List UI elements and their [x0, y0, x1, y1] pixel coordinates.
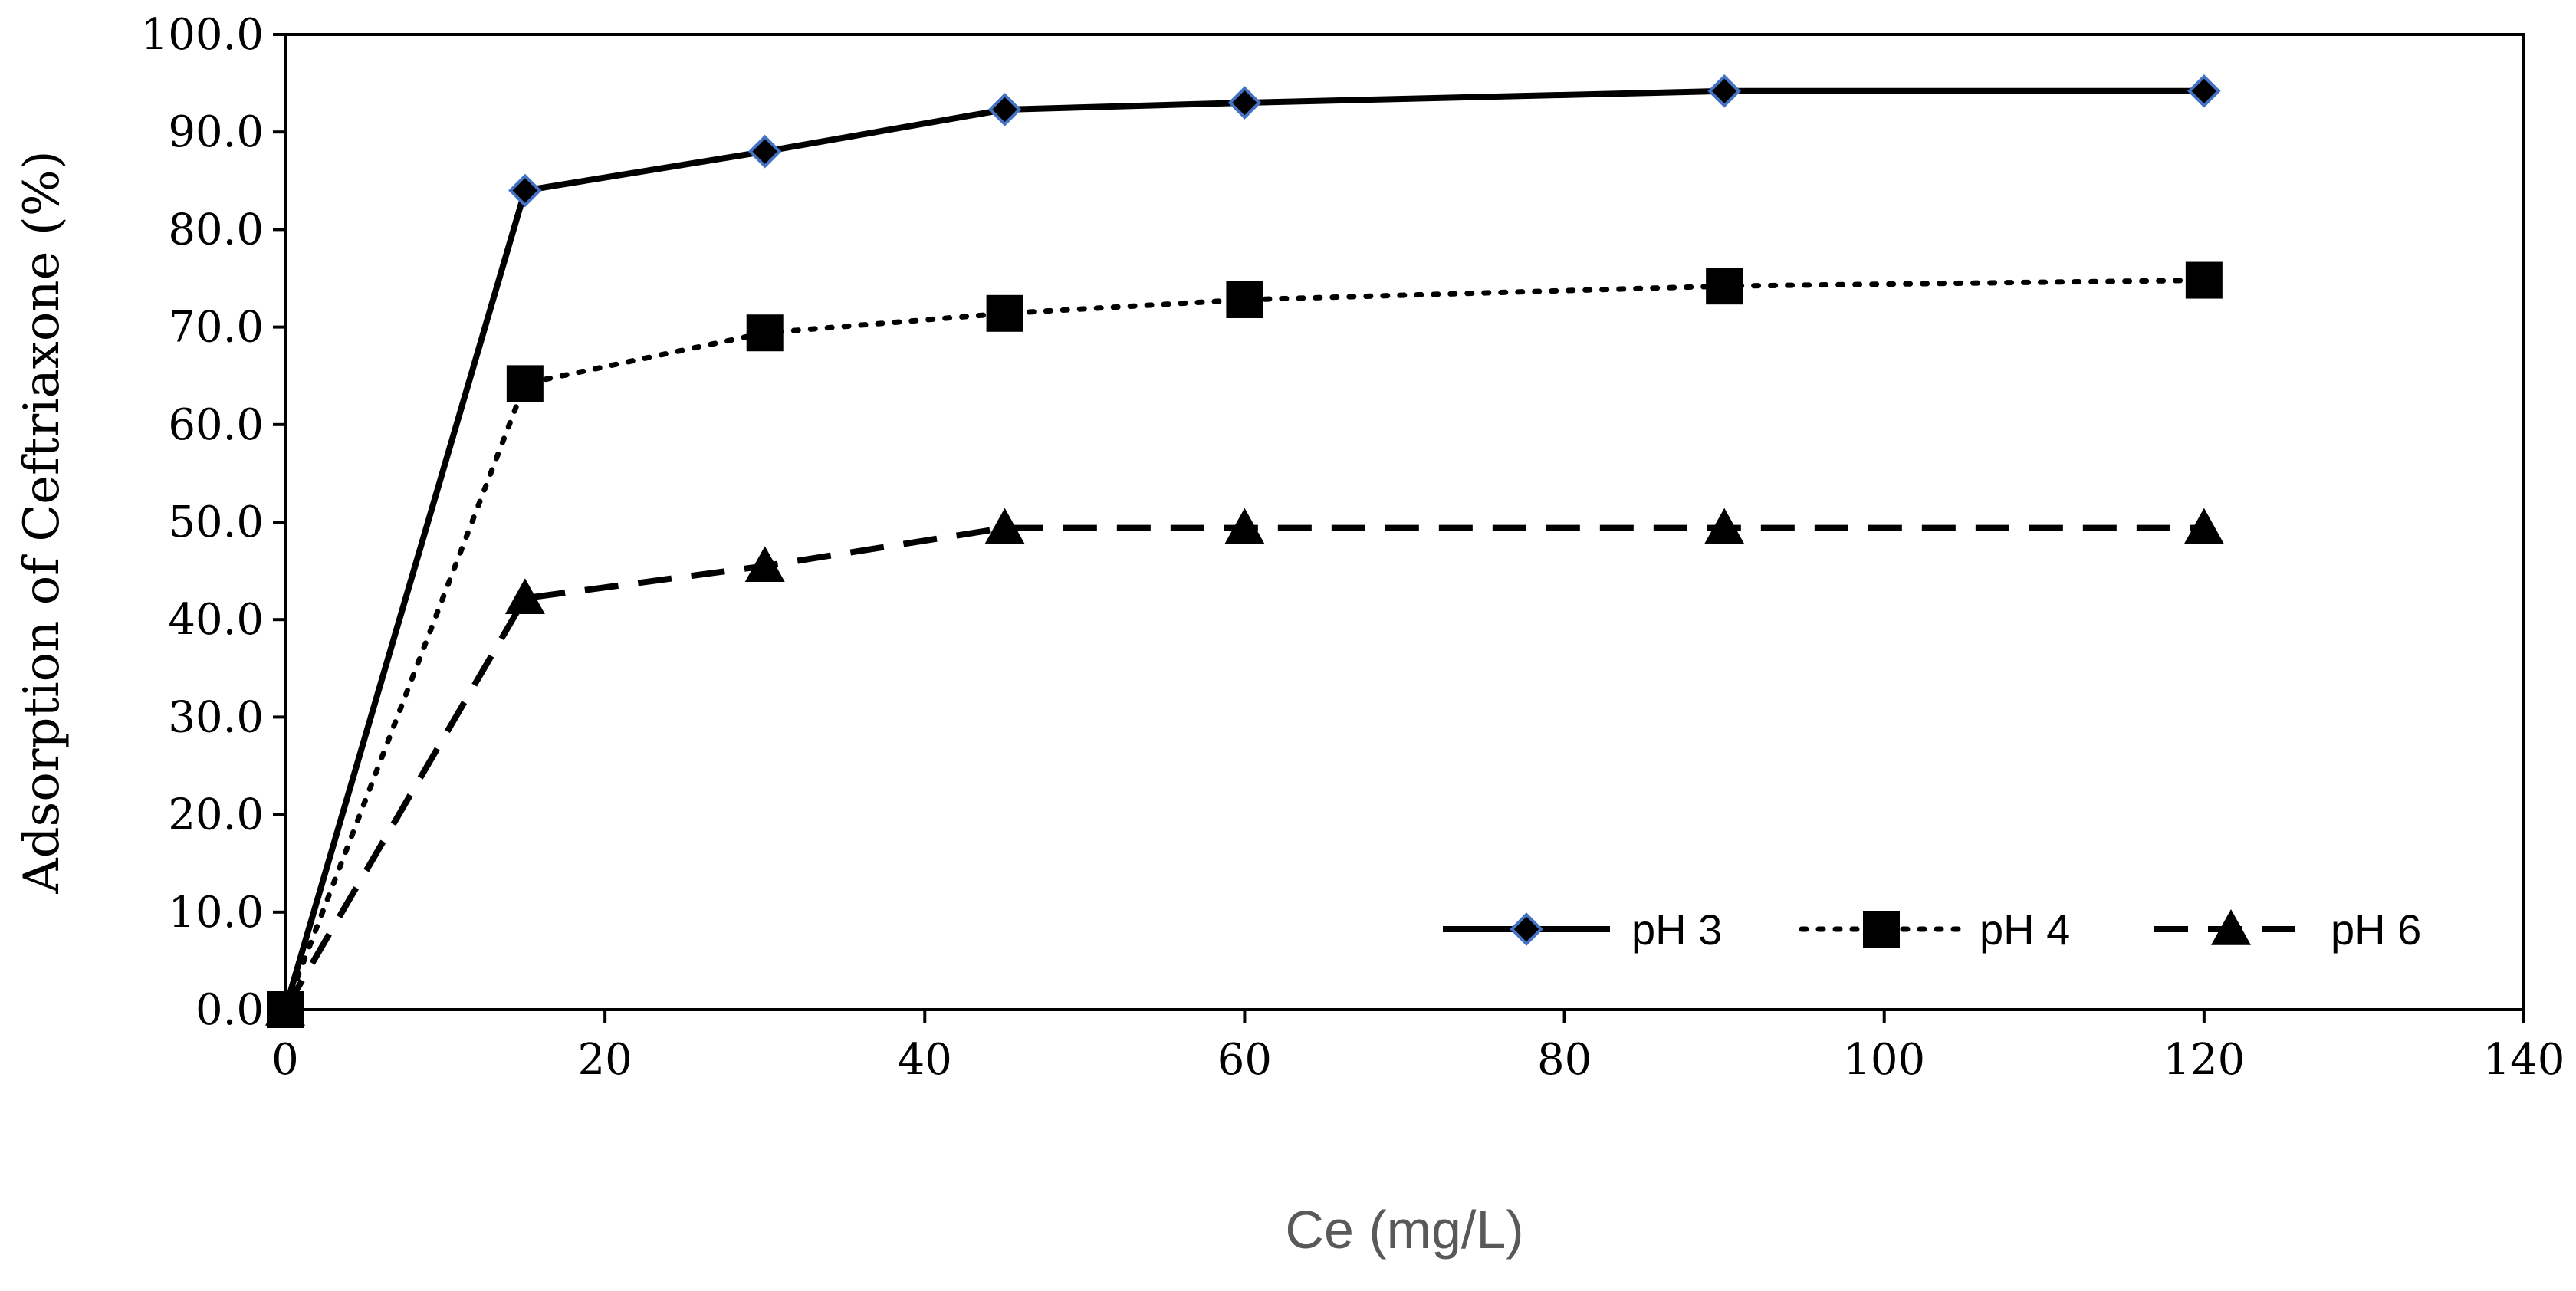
legend-label: pH 3: [1631, 905, 1722, 954]
x-tick-label: 0: [271, 1035, 299, 1085]
x-axis: 0 20 40 60 80 100 120 140: [271, 1010, 2564, 1085]
legend-item-ph-4: pH 4: [1799, 905, 2070, 954]
y-axis: 0.0 10.0 20.0 30.0 40.0 50.0 60.0 70.0 80.0 90.0 1…: [141, 10, 285, 1035]
data-point: [1224, 508, 1265, 544]
data-point: [1706, 268, 1743, 305]
x-tick-label: 100: [1843, 1035, 1925, 1085]
data-point: [265, 990, 305, 1026]
data-point: [748, 134, 782, 169]
data-point: [1227, 86, 1262, 120]
data-point: [987, 93, 1022, 126]
y-tick-label: 20.0: [168, 790, 264, 840]
y-tick-label: 90.0: [168, 107, 264, 157]
data-point: [984, 508, 1025, 544]
x-tick-label: 60: [1217, 1035, 1272, 1085]
legend-marker: [1510, 912, 1543, 946]
x-tick-label: 40: [898, 1035, 952, 1085]
data-point: [1226, 281, 1263, 318]
data-point: [2185, 261, 2223, 299]
y-tick-label: 30.0: [168, 692, 264, 742]
legend: pH 3 pH 4 pH 6: [1443, 905, 2421, 954]
data-point: [2183, 508, 2224, 544]
y-tick-label: 60.0: [168, 400, 264, 450]
y-tick-label: 40.0: [168, 595, 264, 645]
y-axis-label: Adsorption of Ceftriaxone (%): [14, 150, 71, 894]
x-tick-label: 80: [1537, 1035, 1592, 1085]
data-point: [744, 546, 785, 583]
data-point: [1704, 508, 1745, 544]
y-tick-label: 10.0: [168, 888, 264, 938]
legend-marker: [2211, 909, 2251, 945]
x-tick-label: 20: [578, 1035, 632, 1085]
data-point: [508, 173, 542, 208]
data-point: [986, 294, 1024, 332]
legend-label: pH 6: [2331, 905, 2421, 954]
data-point: [746, 314, 784, 352]
x-tick-label: 120: [2163, 1035, 2245, 1085]
series-ph-3: [268, 74, 2221, 1027]
data-point: [504, 578, 545, 615]
y-tick-label: 0.0: [196, 985, 264, 1035]
legend-marker: [1863, 911, 1900, 948]
legend-item-ph-6: pH 6: [2154, 905, 2421, 954]
series-ph-6: [265, 508, 2224, 1026]
data-point: [2187, 74, 2221, 108]
x-axis-label: Ce (mg/L): [1285, 1200, 1523, 1260]
y-tick-label: 70.0: [168, 303, 264, 353]
y-tick-label: 50.0: [168, 498, 264, 547]
legend-item-ph-3: pH 3: [1443, 905, 1722, 954]
y-tick-label: 100.0: [141, 10, 264, 60]
y-tick-label: 80.0: [168, 205, 264, 255]
series-layer: [265, 74, 2224, 1028]
x-tick-label: 140: [2483, 1035, 2565, 1085]
legend-label: pH 4: [1980, 905, 2070, 954]
data-point: [1707, 74, 1741, 108]
data-point: [506, 365, 544, 402]
